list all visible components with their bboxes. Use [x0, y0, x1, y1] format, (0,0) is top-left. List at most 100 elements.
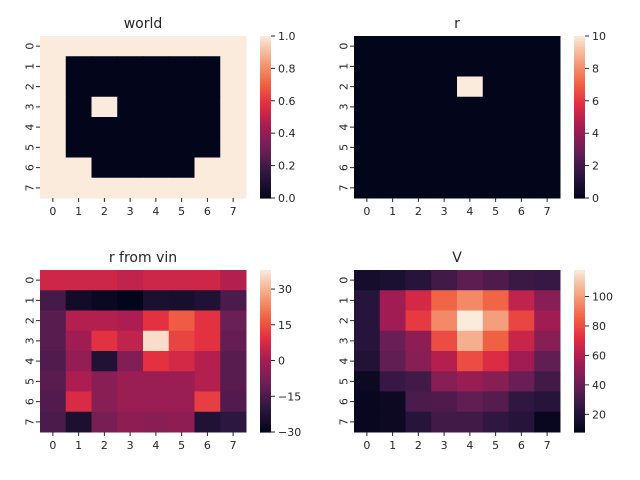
colorbar-segment [574, 134, 585, 138]
heatmap-cell [354, 411, 381, 433]
heatmap-cell [143, 290, 170, 311]
y-tick-label: 7 [337, 184, 350, 191]
colorbar-segment [574, 307, 585, 312]
heatmap-cell [91, 371, 118, 392]
heatmap-cell [220, 290, 247, 311]
heatmap-cell [508, 137, 535, 158]
heatmap-cell [354, 177, 381, 199]
heatmap-cell [194, 177, 221, 199]
colorbar-segment [574, 386, 585, 390]
colorbar-segment [260, 307, 271, 312]
colorbar-segment [260, 41, 271, 45]
heatmap-cell [143, 137, 170, 158]
colorbar-segment [260, 170, 271, 174]
heatmap-cell [405, 270, 432, 291]
heatmap-cell [508, 117, 535, 138]
heatmap-cell [117, 290, 144, 311]
colorbar-segment [574, 340, 585, 345]
heatmap-cell [457, 177, 484, 199]
colorbar-segment [574, 71, 585, 75]
heatmap-cell [40, 270, 67, 291]
heatmap-cell [508, 290, 535, 311]
heatmap-cell [91, 330, 118, 352]
heatmap-cell [431, 310, 458, 332]
heatmap-cell [431, 330, 458, 352]
colorbar-segment [260, 275, 271, 279]
colorbar-segment [574, 328, 585, 332]
colorbar-segment [260, 157, 271, 161]
colorbar-segment [574, 381, 585, 385]
heatmap-cell [482, 157, 509, 179]
colorbar-segment [574, 79, 585, 83]
heatmap-cell [354, 391, 381, 413]
colorbar-tick-label: −30 [278, 426, 301, 439]
y-tick-label: 0 [23, 277, 36, 284]
heatmap-cell [354, 371, 381, 392]
colorbar-tick-label: 4 [592, 127, 599, 140]
colorbar-tick-label: 30 [278, 283, 292, 296]
heatmap-cell [117, 76, 144, 98]
colorbar-segment [260, 142, 271, 146]
y-tick-label: 1 [23, 297, 36, 304]
heatmap-cell [482, 391, 509, 413]
colorbar-segment [574, 315, 585, 319]
x-tick-label: 7 [230, 439, 237, 452]
colorbar-segment [260, 117, 271, 121]
colorbar-segment [260, 333, 271, 337]
colorbar-segment [574, 177, 585, 181]
heatmap-cell [168, 36, 195, 57]
heatmap-cell [40, 391, 67, 413]
colorbar-r-from-vin: −30 −15 0 15 30 [260, 270, 301, 439]
colorbar-segment [260, 328, 271, 332]
heatmap-cell [457, 330, 484, 352]
heatmap-cell [379, 96, 406, 118]
colorbar-segment [574, 38, 585, 42]
colorbar-segment [574, 144, 585, 148]
heatmap-cell [40, 411, 67, 433]
heatmap-cell [40, 36, 67, 57]
colorbar-segment [260, 180, 271, 184]
y-tick-label: 2 [23, 83, 36, 90]
colorbar-segment [574, 84, 585, 88]
heatmap-cell [168, 137, 195, 158]
heatmap-cell [143, 157, 170, 179]
heatmap-cell [117, 371, 144, 392]
heatmap-cell [405, 117, 432, 138]
heatmap-cell [117, 270, 144, 291]
heatmap-cell [457, 56, 484, 77]
heatmap-cell [65, 36, 92, 57]
colorbar-tick-label: 0.6 [278, 95, 296, 108]
heatmap-cell [354, 310, 381, 332]
colorbar-segment [260, 285, 271, 289]
y-tick-label: 4 [337, 124, 350, 131]
heatmap-cell [405, 351, 432, 372]
colorbar-segment [574, 414, 585, 418]
heatmap-cell [457, 137, 484, 158]
colorbar-segment [260, 56, 271, 60]
heatmap-cell [482, 290, 509, 311]
heatmap-cell [220, 310, 247, 332]
colorbar-segment [574, 170, 585, 174]
heatmap-cell [354, 157, 381, 179]
colorbar-segment [260, 89, 271, 93]
heatmap-cell [379, 290, 406, 311]
colorbar-segment [574, 137, 585, 141]
heatmap-cell [482, 411, 509, 433]
heatmap-cell [117, 117, 144, 138]
y-tick-label: 4 [23, 124, 36, 131]
colorbar-tick-label: 60 [592, 349, 606, 362]
colorbar-segment [260, 424, 271, 428]
heatmap-cell [220, 371, 247, 392]
heatmap-cell [508, 177, 535, 199]
x-tick-label: 5 [178, 439, 185, 452]
x-tick-label: 1 [389, 205, 396, 218]
colorbar-segment [260, 386, 271, 390]
x-tick-label: 7 [544, 205, 551, 218]
y-tick-label: 6 [23, 164, 36, 171]
heatmap-cell [168, 157, 195, 179]
colorbar-segment [574, 297, 585, 301]
heatmap-cell [194, 137, 221, 158]
heatmap-cell [65, 117, 92, 138]
colorbar-segment [574, 353, 585, 357]
x-tick-label: 0 [363, 439, 370, 452]
